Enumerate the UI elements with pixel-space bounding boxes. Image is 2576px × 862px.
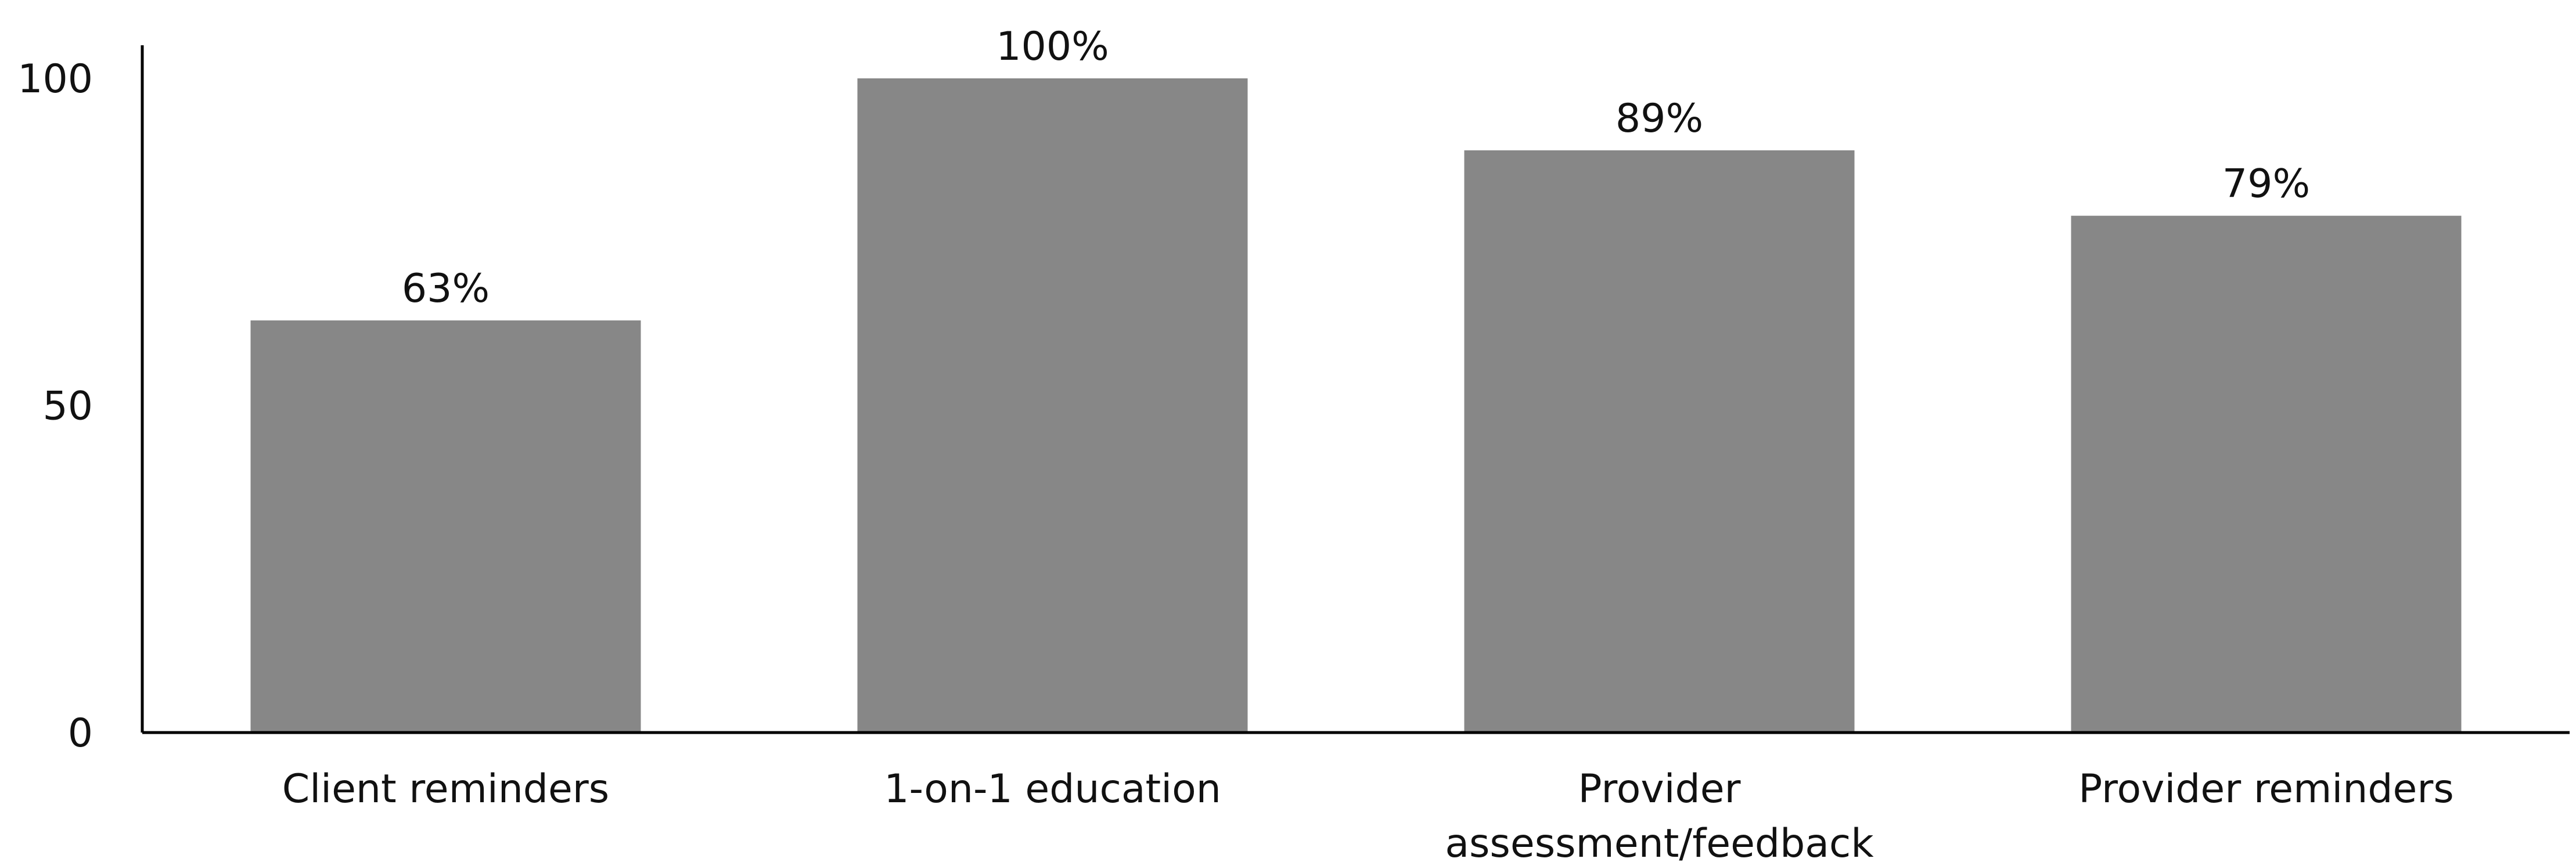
y-tick-label: 100 (17, 56, 93, 102)
bar (857, 78, 1248, 733)
x-category-label: Client reminders (282, 766, 609, 812)
bar-value-label: 79% (2222, 161, 2310, 207)
x-category-label: Provider reminders (2078, 766, 2454, 812)
bar (250, 320, 641, 733)
bar (1464, 150, 1855, 733)
bar-value-label: 63% (402, 266, 490, 312)
x-category-label: 1-on-1 education (884, 766, 1221, 812)
y-axis: 0 50 100 (17, 45, 144, 756)
x-axis: Client reminders 1-on-1 education Provider… (142, 731, 2570, 862)
bar-value-label: 100% (996, 24, 1109, 70)
x-category-label: Provider assessment/feedback (1445, 766, 1874, 862)
bars-group (250, 78, 2462, 733)
data-labels-group: 63% 100% 89% 79% (402, 24, 2310, 312)
y-tick-label: 0 (68, 710, 93, 756)
bar (2071, 215, 2462, 733)
y-tick-label: 50 (42, 384, 93, 430)
bar-value-label: 89% (1616, 96, 1703, 142)
